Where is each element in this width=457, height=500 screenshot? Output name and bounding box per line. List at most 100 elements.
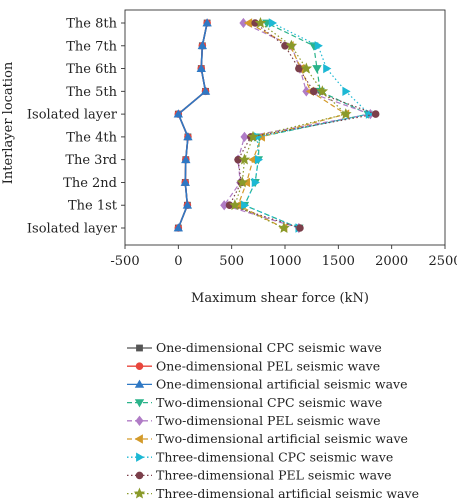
data-point [182,200,193,209]
data-point [285,39,298,51]
x-tick-label: 500 [219,254,244,269]
legend-label: Three-dimensional artificial seismic wav… [156,486,419,500]
series-2 [173,18,212,232]
series-1 [174,19,211,232]
data-point [254,16,267,28]
x-tick-label: 0 [174,254,182,269]
legend-item: One-dimensional artificial seismic wave [127,377,408,392]
data-point [241,200,250,210]
data-point [300,62,313,74]
data-point [323,63,332,74]
x-axis-title: Maximum shear force (kN) [191,291,369,306]
series-layer [173,16,380,234]
legend-label: Three-dimensional PEL seismic wave [156,468,392,483]
series-7 [225,19,380,232]
data-point [173,223,184,232]
data-point [234,155,242,164]
data-point [365,109,375,119]
data-point [295,64,303,73]
data-point [229,199,241,211]
x-tick-label: -500 [110,254,139,269]
legend-item: Two-dimensional CPC seismic wave [127,395,382,410]
legend-marker [135,471,144,480]
legend-marker [133,487,146,499]
legend-label: Two-dimensional artificial seismic wave [156,431,408,446]
legend-label: One-dimensional artificial seismic wave [156,377,408,392]
y-tick-label: The 2nd [63,176,117,191]
legend: One-dimensional CPC seismic wave One-dime… [127,340,419,500]
legend-marker [135,362,144,371]
data-point [268,18,278,28]
series-line [237,22,348,229]
data-point [340,108,352,120]
data-point [254,154,264,165]
y-tick-label: The 3rd [65,153,117,168]
y-tick-label: The 8th [66,17,117,32]
y-tick-label: The 6th [66,62,117,77]
x-tick-label: 2500 [428,254,457,269]
legend-item: One-dimensional CPC seismic wave [127,340,382,355]
legend-item: Two-dimensional PEL seismic wave [127,413,381,428]
x-tick-label: 1000 [268,254,301,269]
series-line [223,22,373,229]
data-point [196,63,206,72]
legend-label: Two-dimensional CPC seismic wave [156,395,382,410]
x-tick-label: 1500 [322,254,355,269]
y-axis-title: Interlayer location [1,61,16,184]
legend-item: Three-dimensional CPC seismic wave [127,449,393,464]
y-tick-label: The 1st [68,199,118,214]
data-point [309,87,318,96]
data-point [278,221,290,233]
data-point [371,110,380,118]
y-tick-label: Isolated layer [27,222,118,237]
data-point [238,153,251,165]
data-point [183,132,193,141]
series-3 [239,19,373,233]
legend-item: One-dimensional PEL seismic wave [127,358,380,373]
data-point [342,86,351,97]
data-point [197,40,208,50]
x-tick-label: 2000 [375,254,408,269]
data-point [202,18,212,27]
series-8 [229,16,352,233]
y-tick-label: The 5th [66,85,117,100]
data-point [312,65,322,74]
series-0 [174,19,211,232]
legend-label: One-dimensional PEL seismic wave [156,358,380,373]
data-point [173,109,184,118]
legend-marker [136,344,143,352]
data-point [180,177,190,186]
series-line [234,22,347,229]
y-tick-label: Isolated layer [27,108,118,123]
legend-label: Two-dimensional PEL seismic wave [156,413,381,428]
data-point [200,86,211,95]
legend-label: One-dimensional CPC seismic wave [156,340,382,355]
series-5 [233,18,350,233]
legend-item: Three-dimensional PEL seismic wave [127,468,392,483]
series-line [228,22,378,229]
data-point [296,224,304,232]
legend-item: Two-dimensional artificial seismic wave [127,431,408,446]
legend-marker [134,434,143,444]
series-line [243,22,371,229]
legend-marker [136,452,145,462]
series-line [177,22,208,229]
data-point [181,154,191,164]
data-point [240,131,249,143]
series-line [243,22,371,229]
legend-marker [134,379,145,388]
data-point [314,41,323,51]
y-tick-label: The 4th [66,130,117,145]
tick-layer: -500 0 500 1000 1500 2000 2500 Isolated layer Th… [27,17,457,270]
data-point [251,177,260,188]
legend-item: Three-dimensional artificial seismic wav… [127,486,419,500]
data-point [239,17,248,29]
data-point [236,176,249,188]
data-point [247,130,259,142]
y-tick-label: The 7th [66,39,117,54]
legend-marker [134,399,145,408]
data-point [316,85,329,97]
legend-marker [135,415,144,426]
legend-label: Three-dimensional CPC seismic wave [156,449,393,464]
